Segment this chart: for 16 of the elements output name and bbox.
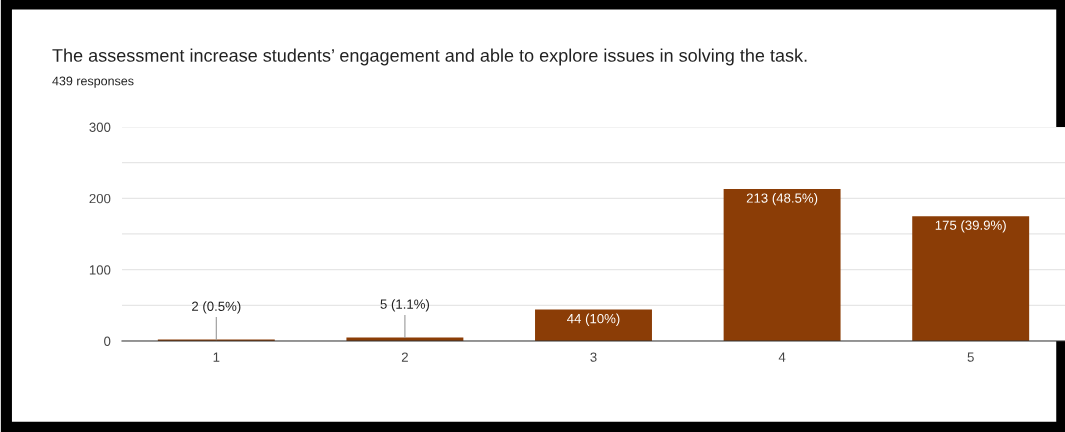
x-tick-label: 3 xyxy=(590,352,597,362)
chart-title: The assessment increase students’ engagement and able to explore issues in solving the task. xyxy=(52,48,807,66)
x-tick-label: 2 xyxy=(401,352,408,362)
x-tick-label: 1 xyxy=(213,352,220,362)
data-label: 5 (1.1%) xyxy=(380,299,430,312)
data-label: 175 (39.9%) xyxy=(935,220,1006,233)
y-tick-label: 200 xyxy=(89,193,111,204)
y-tick-label: 300 xyxy=(89,122,111,132)
chart-subtitle: 439 responses xyxy=(52,76,134,88)
data-label: 2 (0.5%) xyxy=(192,301,241,314)
data-label: 213 (48.5%) xyxy=(746,193,818,206)
x-tick-label: 4 xyxy=(778,352,786,362)
data-label: 44 (10%) xyxy=(567,313,620,326)
y-tick-label: 0 xyxy=(104,336,111,346)
y-tick-label: 100 xyxy=(89,265,111,275)
x-tick-label: 5 xyxy=(967,352,974,362)
